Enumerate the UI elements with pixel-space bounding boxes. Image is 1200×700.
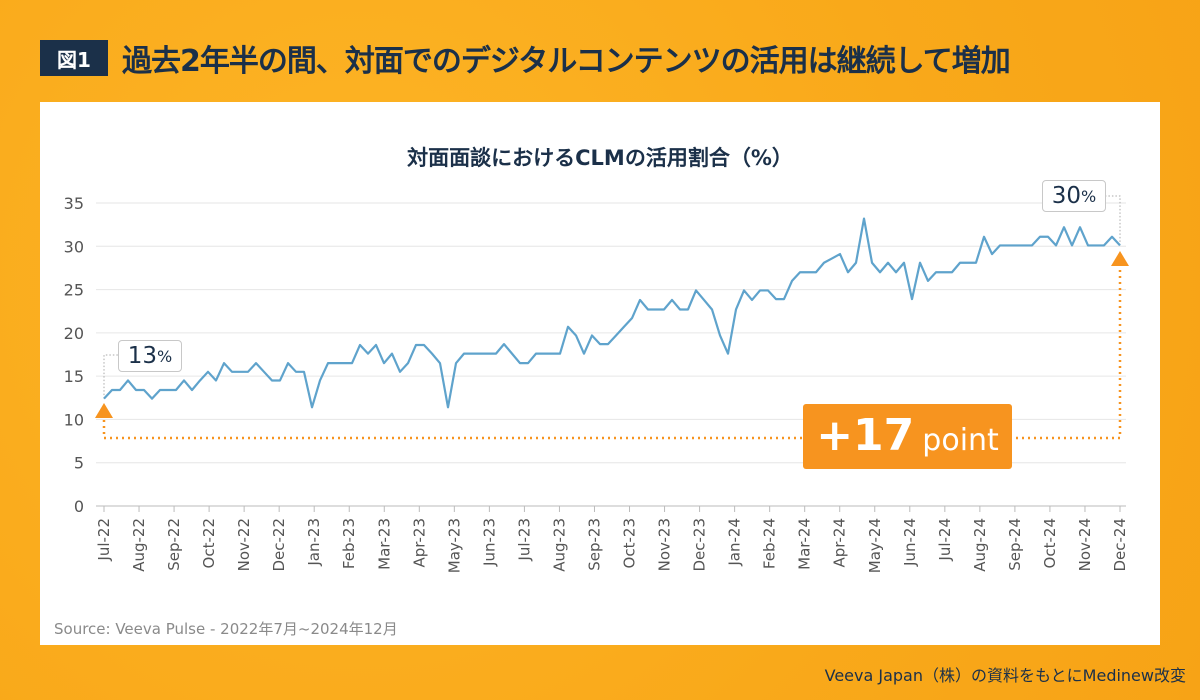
x-tick-label: Sep-22 [165,518,183,571]
y-tick-label: 15 [64,367,84,386]
x-tick-label: Mar-23 [375,518,393,570]
y-tick-label: 10 [64,410,84,429]
start-guide-line [103,354,118,399]
start-percent: % [157,346,173,366]
start-arrow-icon [95,403,113,418]
start-value-label: 13% [118,340,182,372]
x-tick-label: Aug-23 [550,518,568,572]
x-tick-label: May-23 [445,518,463,573]
x-tick-label: Nov-22 [235,518,253,571]
x-tick-label: Mar-24 [796,518,814,570]
end-value: 30 [1051,183,1082,209]
x-tick-label: Jan-23 [305,518,323,567]
y-tick-label: 30 [64,237,84,256]
delta-callout: +17 point [803,404,1012,469]
series-line [103,217,1121,409]
x-tick-label: Nov-24 [1076,518,1094,571]
x-tick-label: Apr-23 [410,518,428,568]
x-tick-label: Dec-23 [691,518,709,572]
y-tick-label: 5 [74,454,84,473]
end-arrow-icon [1111,251,1129,266]
x-tick-label: Oct-23 [621,518,639,568]
y-tick-label: 0 [74,497,84,516]
y-tick-label: 20 [64,324,84,343]
x-tick-label: Jan-24 [726,518,744,567]
chart-title: 対面面談におけるCLMの活用割合（%） [407,146,793,170]
start-value: 13 [127,343,158,369]
y-tick-label: 35 [64,194,84,213]
x-tick-label: Jul-24 [936,518,954,562]
x-tick-label: Apr-24 [831,518,849,568]
x-tick-label: Dec-24 [1111,518,1129,572]
x-tick-label: Aug-22 [130,518,148,572]
x-tick-label: Oct-22 [200,518,218,568]
page-title: 過去2年半の間、対面でのデジタルコンテンツの活用は継続して増加 [122,44,1011,79]
figure-badge: 図1 [40,40,108,76]
delta-unit: point [922,423,999,458]
chart-panel [40,102,1160,645]
end-guide-line [1105,195,1121,246]
delta-value: +17 [816,410,915,461]
x-tick-label: May-24 [866,518,884,573]
x-tick-label: Sep-23 [585,518,603,571]
x-tick-label: Feb-23 [340,518,358,569]
end-value-label: 30% [1042,180,1106,212]
x-tick-label: Oct-24 [1041,518,1059,568]
x-tick-label: Jul-23 [515,518,533,562]
x-tick-label: Sep-24 [1006,518,1024,571]
x-tick-label: Aug-24 [971,518,989,572]
x-tick-label: Nov-23 [656,518,674,571]
x-tick-label: Jul-22 [95,518,113,562]
credit-note: Veeva Japan（株）の資料をもとにMedinew改変 [824,666,1186,685]
end-percent: % [1081,186,1097,206]
x-tick-label: Feb-24 [761,518,779,569]
y-tick-label: 25 [64,281,84,300]
x-tick-label: Jun-23 [480,518,498,567]
source-note: Source: Veeva Pulse - 2022年7月~2024年12月 [54,620,398,638]
x-tick-label: Jun-24 [901,518,919,567]
x-tick-label: Dec-22 [270,518,288,572]
